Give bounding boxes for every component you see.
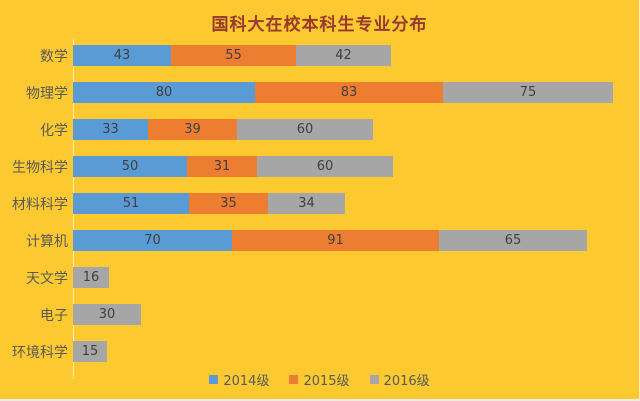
chart-row: 生物科学 50 31 60 [0, 148, 639, 185]
chart-title: 国科大在校本科生专业分布 [211, 15, 428, 35]
category-label: 化学 [40, 122, 68, 139]
value-label: 30 [98, 307, 116, 322]
value-label: 70 [144, 233, 161, 248]
bar-segment-2016级[interactable]: 60 [237, 119, 373, 140]
value-label: 43 [113, 48, 131, 63]
value-label: 39 [184, 122, 201, 137]
bar-segment-2015级[interactable]: 55 [171, 45, 296, 66]
category-label: 数学 [40, 48, 68, 65]
value-label: 33 [102, 122, 119, 137]
bar-stack: 80 83 75 [73, 82, 613, 103]
bar-stack: 16 [73, 267, 109, 288]
bar-stack: 30 [73, 304, 141, 325]
bar-stack: 50 31 60 [73, 156, 393, 177]
bar-segment-2014级[interactable]: 80 [73, 82, 255, 103]
category-label: 电子 [40, 307, 68, 324]
chart-row: 环境科学 15 [0, 333, 639, 370]
bar-segment-2014级[interactable]: 70 [73, 230, 232, 251]
category-label: 材料科学 [12, 196, 68, 213]
bar-segment-2016级[interactable]: 15 [73, 341, 107, 362]
bar-segment-2015级[interactable]: 31 [187, 156, 257, 177]
chart-row: 物理学 80 83 75 [0, 74, 639, 111]
bar-segment-2016级[interactable]: 42 [296, 45, 391, 66]
bar-segment-2015级[interactable]: 91 [232, 230, 439, 251]
bar-segment-2014级[interactable]: 43 [73, 45, 171, 66]
bar-segment-2015级[interactable]: 83 [255, 82, 443, 103]
value-label: 80 [155, 85, 173, 100]
bar-segment-2015级[interactable]: 35 [189, 193, 268, 214]
value-label: 34 [298, 196, 315, 211]
category-label: 计算机 [26, 233, 68, 250]
bar-segment-2016级[interactable]: 30 [73, 304, 141, 325]
legend-swatch-2014-icon [209, 375, 219, 384]
bar-segment-2014级[interactable]: 50 [73, 156, 187, 177]
value-label: 60 [316, 159, 334, 174]
chart-row: 天文学 16 [0, 259, 639, 296]
legend-item-2015[interactable]: 2015级 [289, 370, 350, 389]
category-label: 生物科学 [12, 159, 68, 176]
value-label: 60 [296, 122, 314, 137]
chart-row: 化学 33 39 60 [0, 111, 639, 148]
bar-segment-2016级[interactable]: 65 [439, 230, 587, 251]
category-label: 环境科学 [12, 344, 68, 361]
chart-row: 计算机 70 91 65 [0, 222, 639, 259]
bar-segment-2015级[interactable]: 39 [148, 119, 237, 140]
bar-segment-2016级[interactable]: 60 [257, 156, 393, 177]
legend-label-2014: 2014级 [223, 374, 270, 389]
value-label: 83 [340, 85, 358, 100]
bar-stack: 43 55 42 [73, 45, 391, 66]
plot-area: 数学 43 55 42 物理学 80 83 75 化学 33 39 60 生物科学 50 31 60 材料科学 5… [0, 37, 639, 370]
bar-segment-2014级[interactable]: 33 [73, 119, 148, 140]
value-label: 15 [81, 344, 99, 359]
legend-swatch-2016-icon [369, 375, 379, 384]
value-label: 31 [213, 159, 231, 174]
bar-segment-2014级[interactable]: 51 [73, 193, 189, 214]
chart-row: 数学 43 55 42 [0, 37, 639, 74]
value-label: 16 [82, 270, 100, 285]
category-label: 天文学 [26, 270, 68, 287]
bar-stack: 51 35 34 [73, 193, 345, 214]
value-label: 75 [519, 85, 537, 100]
bar-segment-2016级[interactable]: 75 [443, 82, 613, 103]
category-label: 物理学 [26, 85, 68, 102]
bar-segment-2016级[interactable]: 34 [268, 193, 345, 214]
value-label: 55 [225, 48, 242, 63]
bar-segment-2016级[interactable]: 16 [73, 267, 109, 288]
legend-item-2016[interactable]: 2016级 [369, 370, 430, 389]
chart-row: 材料科学 51 35 34 [0, 185, 639, 222]
legend-swatch-2015-icon [289, 375, 299, 384]
value-label: 65 [504, 233, 522, 248]
legend: 2014级 2015级 2016级 [0, 370, 639, 389]
value-label: 42 [335, 48, 352, 63]
value-label: 91 [327, 233, 344, 248]
bar-stack: 70 91 65 [73, 230, 587, 251]
chart-row: 电子 30 [0, 296, 639, 333]
value-label: 51 [122, 196, 140, 211]
legend-label-2015: 2015级 [303, 374, 350, 389]
legend-label-2016: 2016级 [383, 374, 430, 389]
bar-stack: 33 39 60 [73, 119, 373, 140]
value-label: 50 [121, 159, 139, 174]
bar-stack: 15 [73, 341, 107, 362]
legend-item-2014[interactable]: 2014级 [209, 370, 269, 389]
value-label: 35 [220, 196, 237, 211]
